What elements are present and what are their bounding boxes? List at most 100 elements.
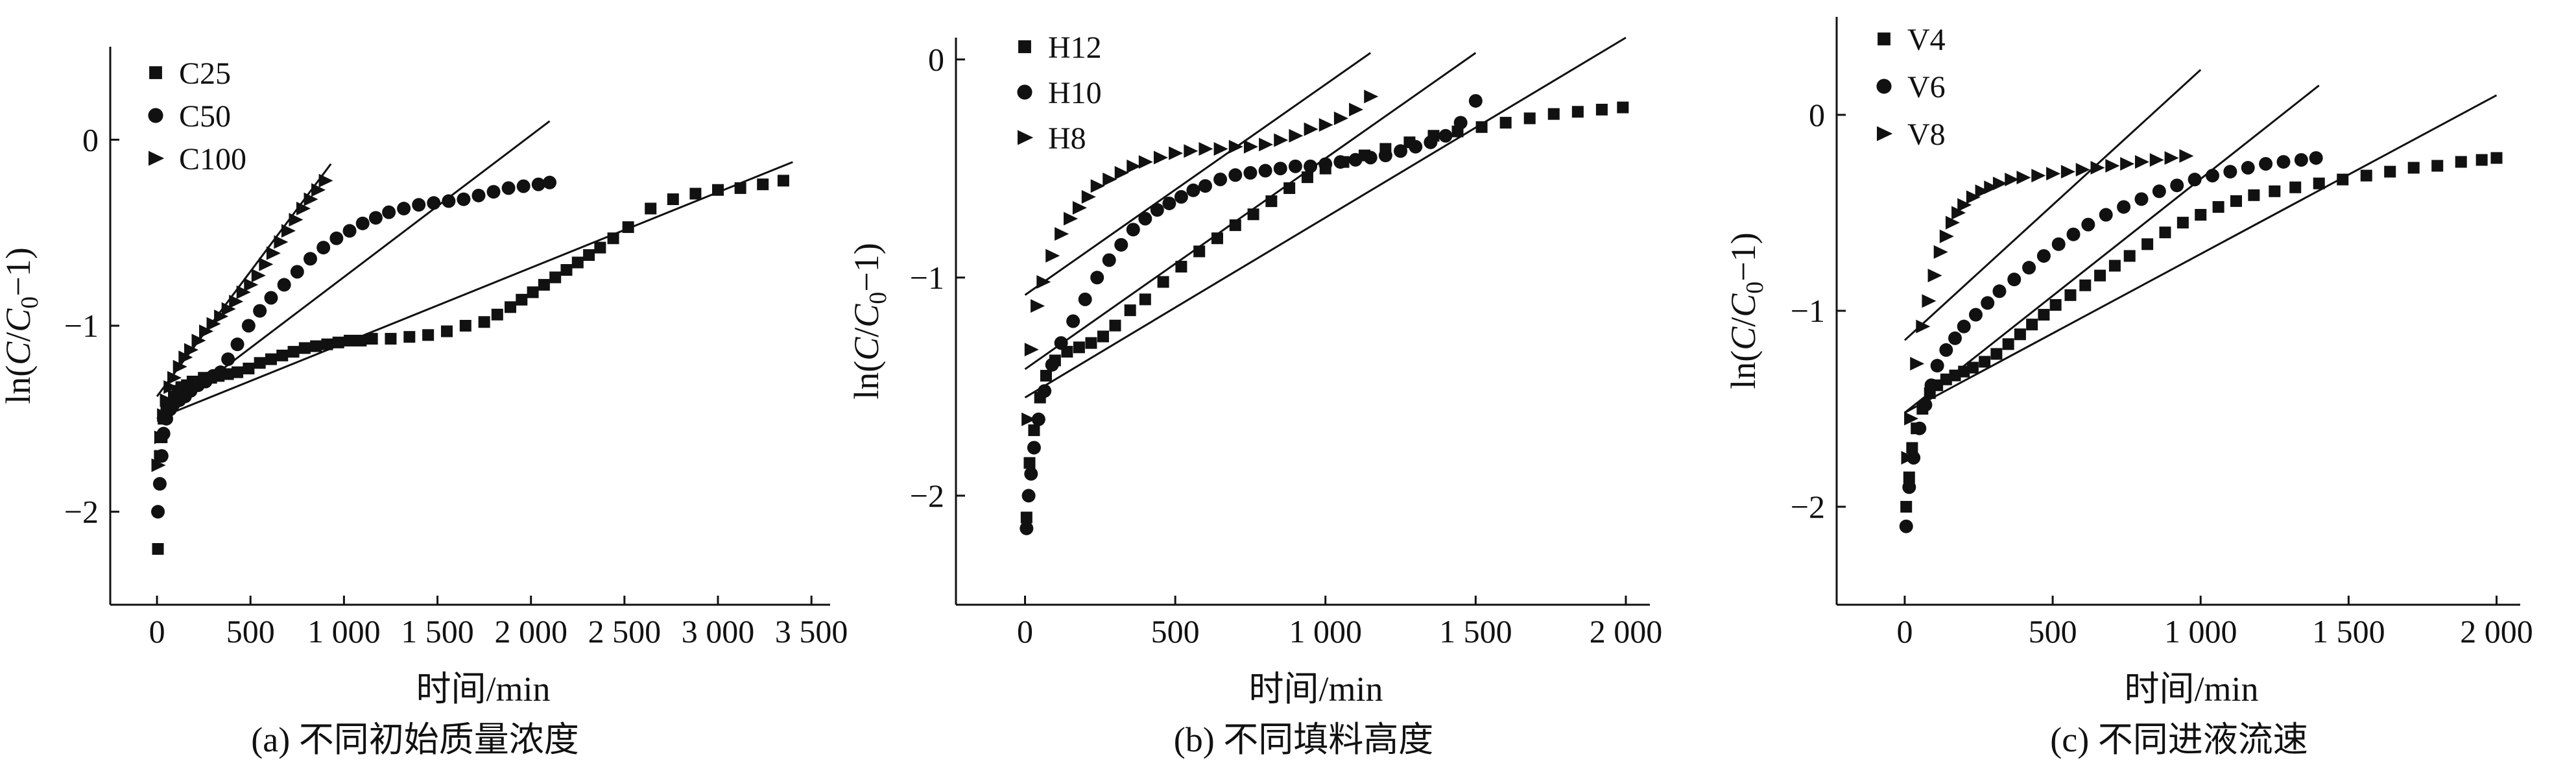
data-point-h12 (1595, 103, 1608, 115)
subfigure-caption: (b) 不同填料高度 (1174, 720, 1433, 759)
data-point-c50 (152, 477, 167, 491)
data-point-v6 (2276, 154, 2291, 169)
data-point-h12 (1157, 276, 1169, 288)
data-point-v4 (1940, 373, 1952, 385)
data-point-c50 (531, 177, 545, 191)
legend-marker-v6 (1876, 79, 1892, 94)
x-tick-label: 2 000 (1590, 613, 1663, 650)
data-point-v4 (2141, 238, 2154, 250)
data-point-v8 (1945, 215, 1960, 230)
data-point-v4 (1966, 361, 1979, 374)
data-point-c100 (154, 430, 169, 444)
data-point-v6 (2081, 217, 2095, 232)
legend-label-v6: V6 (1907, 70, 1946, 104)
data-point-c25 (287, 346, 300, 358)
data-point-h10 (1318, 157, 1333, 171)
data-point-v6 (2188, 173, 2202, 187)
data-point-c50 (457, 192, 471, 206)
data-point-v4 (2384, 165, 2396, 178)
data-point-h10 (1258, 164, 1272, 178)
data-point-c50 (303, 252, 317, 266)
series-h12 (1020, 101, 1629, 524)
data-point-h8 (1349, 103, 1364, 117)
x-tick-label: 500 (2029, 613, 2077, 650)
data-point-v6 (2152, 184, 2166, 199)
data-point-h10 (1138, 212, 1152, 226)
data-point-h8 (1055, 227, 1069, 241)
data-point-h8 (1259, 138, 1274, 152)
fit-line-v4 (1904, 94, 2498, 414)
x-axis-label: 时间/min (1248, 670, 1383, 709)
data-point-h10 (1453, 115, 1468, 130)
data-point-c50 (151, 505, 165, 519)
x-tick-label: 2 000 (494, 613, 567, 650)
data-point-c100 (184, 343, 198, 357)
data-point-c50 (543, 175, 557, 189)
y-tick-label: −1 (64, 308, 99, 344)
data-point-v8 (2046, 167, 2061, 181)
data-point-v4 (2212, 200, 2224, 213)
data-point-c50 (471, 188, 486, 202)
data-point-v6 (2223, 165, 2237, 179)
x-tick-label: 2 000 (2460, 613, 2533, 650)
data-point-c25 (478, 316, 490, 328)
data-point-c50 (516, 179, 531, 193)
legend-marker-h12 (1018, 40, 1031, 53)
data-point-h12 (1109, 319, 1121, 332)
data-point-c25 (298, 342, 311, 354)
x-axis-label: 时间/min (2124, 670, 2258, 709)
data-point-h10 (1273, 162, 1287, 176)
data-point-c25 (777, 175, 789, 187)
data-point-h10 (1038, 384, 1052, 398)
data-point-c25 (332, 336, 344, 348)
data-point-h12 (1571, 106, 1584, 118)
data-point-c100 (163, 380, 178, 395)
series-c25 (152, 175, 789, 555)
fit-line-h12 (1024, 36, 1627, 398)
x-tick-label: 0 (1896, 613, 1913, 650)
data-point-v4 (2248, 189, 2260, 201)
data-point-v8 (1922, 294, 1937, 308)
data-point-h10 (1027, 441, 1041, 455)
data-point-c25 (366, 333, 378, 345)
data-point-v8 (1933, 245, 1948, 259)
data-point-h12 (1283, 182, 1296, 194)
data-point-h10 (1090, 271, 1104, 285)
data-point-h12 (1028, 424, 1040, 437)
data-point-c50 (316, 241, 331, 255)
data-point-c50 (230, 337, 244, 352)
data-point-v6 (1902, 480, 1916, 494)
data-point-c50 (264, 291, 278, 305)
data-point-h12 (1301, 171, 1313, 184)
data-point-v8 (2164, 151, 2179, 165)
x-tick-label: 3 000 (682, 613, 755, 650)
data-point-v8 (2105, 159, 2120, 173)
data-point-v8 (2134, 154, 2149, 169)
data-point-h8 (1243, 140, 1258, 154)
data-point-v4 (1903, 471, 1915, 483)
subfigure-caption: (a) 不同初始质量浓度 (251, 720, 578, 759)
data-point-v4 (2269, 185, 2281, 197)
chart-panel-3: 0 500 1 000 1 500 2 000 −2 −1 0 V4 V6 V8 时间/min ln(C… (1724, 17, 2533, 759)
data-point-h8 (1103, 173, 1117, 186)
data-point-c50 (241, 319, 256, 333)
data-point-v8 (2031, 169, 2046, 183)
data-point-v6 (2022, 261, 2036, 275)
fit-line-h8 (1024, 52, 1372, 296)
data-point-v6 (1930, 359, 1944, 373)
data-point-c50 (277, 278, 291, 292)
data-point-h8 (1213, 141, 1228, 156)
data-point-v8 (2120, 157, 2135, 171)
data-point-c25 (152, 543, 164, 555)
data-point-h12 (1547, 108, 1560, 120)
data-point-h10 (1021, 489, 1036, 503)
data-point-v6 (2170, 178, 2184, 193)
data-point-c100 (311, 183, 326, 197)
legend-label-h10: H10 (1048, 76, 1102, 110)
data-point-h8 (1036, 274, 1051, 289)
data-point-c25 (344, 334, 356, 346)
data-point-v6 (2205, 169, 2219, 183)
y-tick-label: −1 (1791, 293, 1825, 329)
data-point-v4 (2455, 156, 2467, 168)
